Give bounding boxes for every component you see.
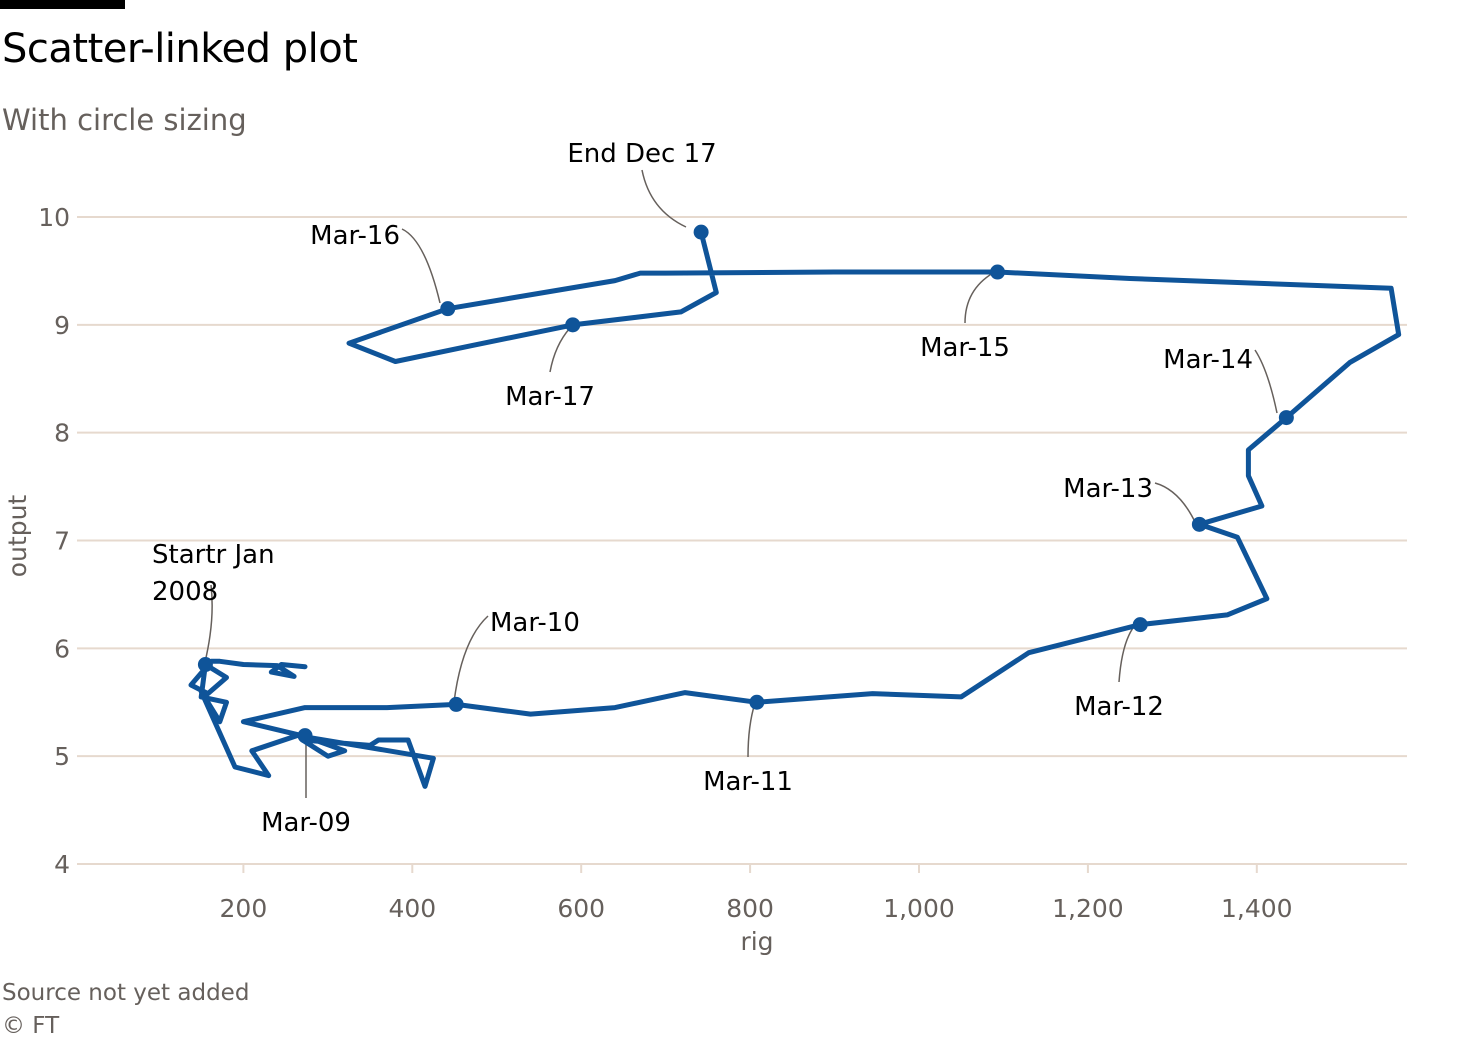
y-tick-label: 7	[54, 527, 70, 556]
y-tick-label: 4	[54, 850, 70, 879]
x-tick-label: 1,000	[883, 894, 955, 923]
x-axis-ticks: 200 400 600 800 1,000 1,200 1,400	[220, 864, 1293, 923]
annotation-leader	[1154, 482, 1197, 525]
annotation-label: Mar-13	[1063, 474, 1153, 504]
chart-title: Scatter-linked plot	[2, 26, 358, 72]
data-point-marker	[693, 224, 709, 240]
ft-top-bar	[0, 0, 125, 9]
annotation-leader	[641, 169, 687, 228]
y-tick-label: 5	[54, 742, 70, 771]
data-point-marker	[440, 301, 456, 317]
annotation-leader	[747, 702, 756, 758]
data-point-marker	[448, 696, 464, 712]
annotation-leaders	[204, 169, 1278, 798]
x-tick-label: 200	[220, 894, 268, 923]
chart-plot: 4 5 6 7 8 9 10 200 400 600 800 1,000 1,200 1,400 rig…	[3, 139, 1407, 956]
annotation-markers	[197, 224, 1294, 744]
annotation-labels: Startr Jan 2008 Mar-09 Mar-10 Mar-11 Mar-12 Ma…	[152, 139, 1253, 838]
y-tick-label: 9	[54, 311, 70, 340]
data-point-marker	[1278, 410, 1294, 426]
annotation-label: Mar-09	[261, 808, 351, 838]
annotation-label: Mar-17	[505, 382, 595, 412]
data-point-marker	[1132, 617, 1148, 633]
x-tick-label: 400	[388, 894, 436, 923]
y-axis-title: output	[3, 495, 32, 578]
annotation-label: End Dec 17	[567, 139, 716, 169]
annotation-label: Mar-16	[310, 221, 400, 251]
annotation-label: Mar-10	[490, 608, 580, 638]
annotation-leader	[1254, 349, 1278, 414]
x-axis-title: rig	[740, 927, 773, 956]
source-note: Source not yet added	[2, 980, 250, 1006]
annotation-leader	[204, 584, 213, 663]
annotation-label: Mar-11	[703, 767, 793, 797]
credit-note: © FT	[2, 1013, 60, 1039]
data-point-marker	[197, 657, 213, 673]
annotation-label: Mar-12	[1074, 692, 1164, 722]
annotation-label: Mar-15	[920, 333, 1010, 363]
x-tick-label: 1,400	[1221, 894, 1293, 923]
data-point-marker	[297, 728, 313, 744]
y-tick-label: 8	[54, 419, 70, 448]
data-point-marker	[565, 317, 581, 333]
annotation-leader	[964, 272, 994, 324]
x-tick-label: 800	[726, 894, 774, 923]
annotation-leader	[453, 615, 489, 703]
y-axis-ticks: 4 5 6 7 8 9 10	[38, 203, 70, 879]
x-tick-label: 1,200	[1052, 894, 1124, 923]
data-point-marker	[990, 264, 1006, 280]
data-point-marker	[1191, 516, 1207, 532]
annotation-leader	[549, 327, 571, 373]
annotation-label: Mar-14	[1163, 345, 1253, 375]
y-tick-label: 6	[54, 634, 70, 663]
x-tick-label: 600	[557, 894, 605, 923]
series-line	[188, 229, 1402, 789]
data-point-marker	[749, 694, 765, 710]
annotation-leader	[1118, 623, 1137, 683]
y-tick-label: 10	[38, 203, 70, 232]
gridlines	[77, 216, 1407, 865]
annotation-label: Startr Jan 2008	[152, 540, 275, 607]
chart-subtitle: With circle sizing	[2, 103, 247, 137]
annotation-leader	[401, 228, 441, 304]
